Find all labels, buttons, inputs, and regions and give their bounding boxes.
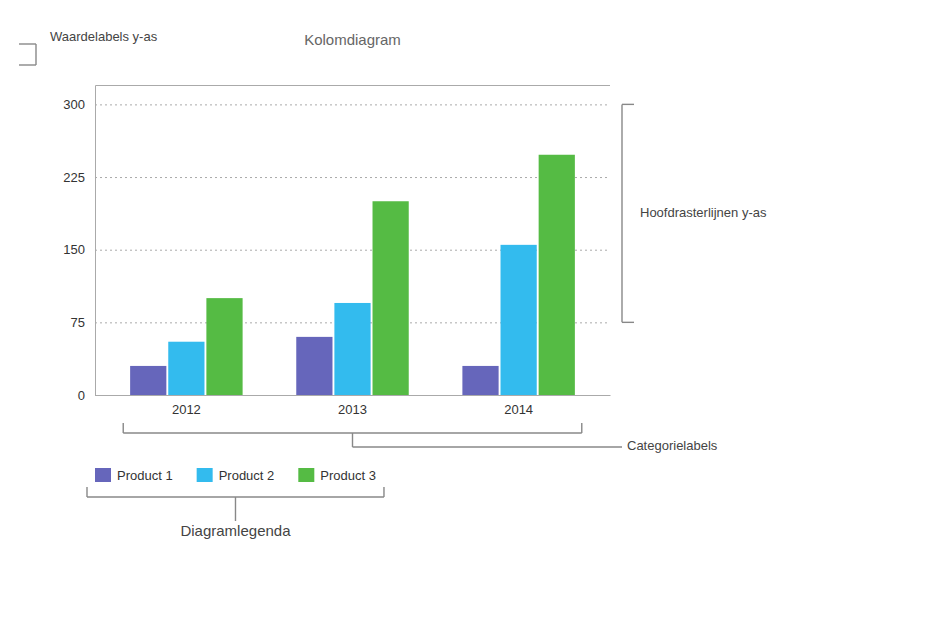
y-axis-line: [96, 86, 611, 396]
x-tick-label: 2013: [338, 402, 367, 417]
bar-series: [206, 155, 574, 395]
annotation-bracket: [622, 104, 634, 105]
y-tick-label: 300: [63, 97, 85, 112]
bar: [373, 201, 409, 395]
annotations: Waardelabels y-as Hoofdrasterlijnen y-as C…: [19, 29, 767, 539]
bar: [296, 337, 332, 395]
legend-swatch: [95, 468, 111, 482]
annotation-bracket: [35, 44, 36, 65]
bar: [130, 366, 166, 395]
bars: [130, 155, 575, 395]
annotation-bracket: [19, 43, 36, 44]
x-axis-line: [96, 395, 611, 396]
annotation-bracket: [621, 104, 622, 322]
legend-swatch: [298, 468, 314, 482]
y-tick-label: 0: [78, 388, 85, 403]
bar-series: [168, 245, 536, 395]
grid-line: [95, 395, 610, 396]
bar: [539, 155, 575, 395]
annotation: Waardelabels y-as: [50, 29, 158, 44]
bar: [501, 245, 537, 395]
bar: [334, 303, 370, 395]
x-tick-label: 2012: [172, 402, 201, 417]
y-tick-label: 150: [63, 242, 85, 257]
annotation: Hoofdrasterlijnen y-as: [640, 205, 767, 220]
annotation-bracket: [19, 64, 36, 65]
annotation-bracket: [581, 423, 582, 433]
legend: Product 1 Product 2 Product 3: [95, 468, 376, 483]
bar: [462, 366, 498, 395]
annotation-bracket: [352, 433, 353, 447]
legend-label: Product 1: [117, 468, 173, 483]
grid-line: [95, 104, 610, 105]
y-tick-label: 225: [63, 170, 85, 185]
annotation: Diagramlegenda: [180, 522, 291, 539]
annotation-bracket: [86, 487, 87, 497]
annotation-bracket: [353, 446, 623, 447]
y-axis: 0 75 150 225 300: [63, 86, 610, 403]
y-tick: 225: [63, 170, 610, 185]
x-axis: 2012 2013 2014: [96, 395, 611, 417]
bar: [206, 298, 242, 395]
y-tick-label: 75: [71, 315, 85, 330]
annotation-bracket: [622, 322, 634, 323]
grid-line: [95, 177, 610, 178]
annotation-bracket: [123, 423, 124, 433]
x-tick-label: 2014: [504, 402, 533, 417]
x-tick: 2013: [338, 395, 367, 417]
chart: 0 75 150 225 300 2012 2013 2014 Kolomdiagram Prod…: [0, 0, 939, 622]
annotation-bracket: [383, 487, 384, 497]
bar-series: [130, 337, 498, 395]
legend-label: Product 3: [320, 468, 376, 483]
y-tick: 300: [63, 97, 610, 112]
annotation-bracket: [235, 497, 236, 521]
x-tick: 2014: [504, 395, 533, 417]
bar: [168, 342, 204, 395]
annotation: Categorielabels: [627, 438, 718, 453]
x-tick: 2012: [172, 395, 201, 417]
legend-swatch: [197, 468, 213, 482]
legend-label: Product 2: [219, 468, 275, 483]
title: Kolomdiagram: [304, 31, 401, 48]
